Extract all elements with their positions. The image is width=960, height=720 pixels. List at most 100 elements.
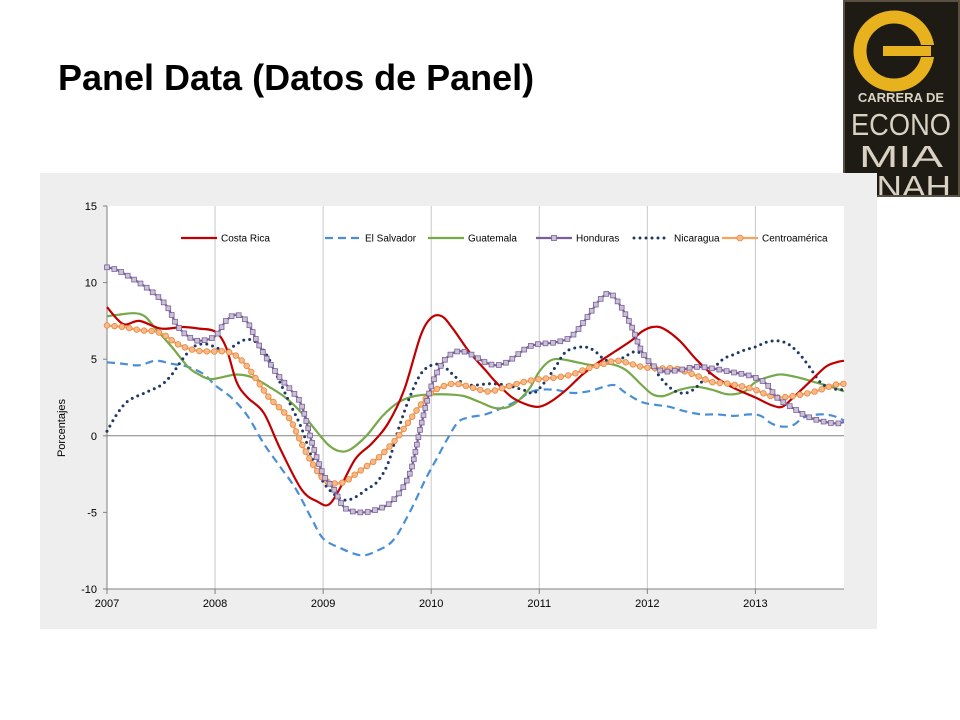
data-marker — [331, 480, 338, 487]
data-marker — [386, 443, 393, 450]
slide-title: Panel Data (Datos de Panel) — [58, 57, 535, 98]
data-marker — [491, 387, 499, 394]
data-marker — [818, 386, 825, 393]
data-marker — [252, 374, 259, 382]
data-marker — [579, 367, 586, 374]
data-marker — [133, 326, 140, 333]
data-marker — [409, 463, 415, 470]
data-marker — [603, 291, 610, 297]
data-marker — [118, 269, 125, 275]
data-marker — [372, 507, 378, 513]
data-marker — [738, 383, 746, 390]
data-marker — [351, 471, 358, 478]
data-marker — [211, 348, 218, 355]
data-marker — [498, 384, 506, 392]
data-marker — [228, 313, 235, 320]
data-marker — [256, 342, 263, 349]
data-marker — [155, 294, 162, 300]
data-marker — [131, 276, 137, 283]
data-marker — [789, 392, 796, 400]
x-tick-label: 2013 — [743, 598, 767, 610]
data-marker — [806, 414, 812, 421]
y-axis-label: Porcentajes — [56, 398, 68, 457]
data-marker — [542, 340, 549, 347]
data-marker — [840, 380, 847, 387]
legend-label: Centroamérica — [762, 234, 828, 245]
data-marker — [222, 318, 229, 324]
data-marker — [535, 341, 541, 347]
data-marker — [417, 427, 423, 433]
data-marker — [400, 484, 407, 490]
data-marker — [286, 385, 293, 392]
data-marker — [143, 284, 150, 291]
data-marker — [565, 372, 572, 379]
x-tick-label: 2009 — [311, 598, 335, 610]
legend-label: Costa Rica — [221, 234, 270, 245]
data-marker — [657, 367, 663, 374]
data-marker — [535, 375, 542, 383]
data-marker — [440, 382, 448, 390]
data-marker — [753, 374, 759, 381]
data-marker — [311, 447, 318, 453]
data-marker — [723, 368, 730, 374]
data-marker — [688, 370, 695, 377]
data-marker — [759, 378, 766, 384]
data-marker — [305, 425, 311, 432]
y-tick-label: 5 — [91, 354, 97, 366]
legend-item-centroamerica: Centroamérica — [722, 234, 828, 245]
e-letter-logo-icon: CARRERA DE ECONO MIA UNAH — [851, 10, 953, 195]
data-marker — [542, 375, 550, 382]
data-marker — [232, 352, 240, 359]
data-marker — [626, 318, 632, 324]
data-marker — [349, 508, 356, 515]
data-marker — [637, 345, 644, 352]
x-tick-label: 2010 — [419, 598, 443, 610]
data-marker — [160, 299, 167, 306]
data-marker — [520, 378, 527, 386]
data-marker — [364, 509, 371, 515]
series-line-guatemala — [106, 312, 845, 453]
data-marker — [111, 266, 118, 272]
data-marker — [702, 376, 709, 383]
data-marker — [586, 364, 593, 372]
data-marker — [746, 384, 753, 392]
data-marker — [306, 455, 313, 462]
data-marker — [437, 363, 444, 369]
legend-marker — [736, 234, 744, 242]
data-marker — [363, 462, 371, 470]
data-marker — [418, 419, 425, 426]
data-marker — [172, 318, 178, 325]
data-marker — [527, 377, 535, 384]
data-marker — [181, 330, 188, 337]
data-marker — [753, 386, 760, 394]
logo-line-1: CARRERA DE — [858, 90, 945, 105]
data-marker — [249, 329, 256, 335]
data-marker — [103, 322, 111, 329]
data-marker — [593, 301, 599, 308]
data-marker — [201, 337, 208, 344]
data-marker — [580, 320, 586, 326]
data-marker — [339, 479, 346, 486]
data-marker — [409, 413, 416, 420]
data-marker — [636, 363, 644, 370]
data-marker — [813, 416, 820, 423]
data-marker — [468, 351, 475, 358]
legend-label: Honduras — [576, 234, 619, 245]
x-tick-label: 2007 — [95, 598, 119, 610]
data-marker — [414, 441, 420, 448]
data-marker — [607, 358, 615, 365]
data-marker — [644, 364, 651, 371]
data-marker — [343, 505, 349, 512]
data-marker — [484, 388, 491, 395]
data-marker — [396, 431, 403, 439]
logo-line-3: MIA — [859, 139, 943, 174]
data-marker — [338, 500, 344, 506]
data-marker — [322, 475, 328, 481]
data-marker — [634, 338, 641, 345]
data-marker — [629, 361, 637, 368]
data-marker — [406, 470, 413, 477]
series-guatemala — [106, 312, 845, 453]
data-marker — [481, 359, 488, 365]
data-marker — [828, 420, 834, 426]
series-honduras — [104, 264, 845, 516]
